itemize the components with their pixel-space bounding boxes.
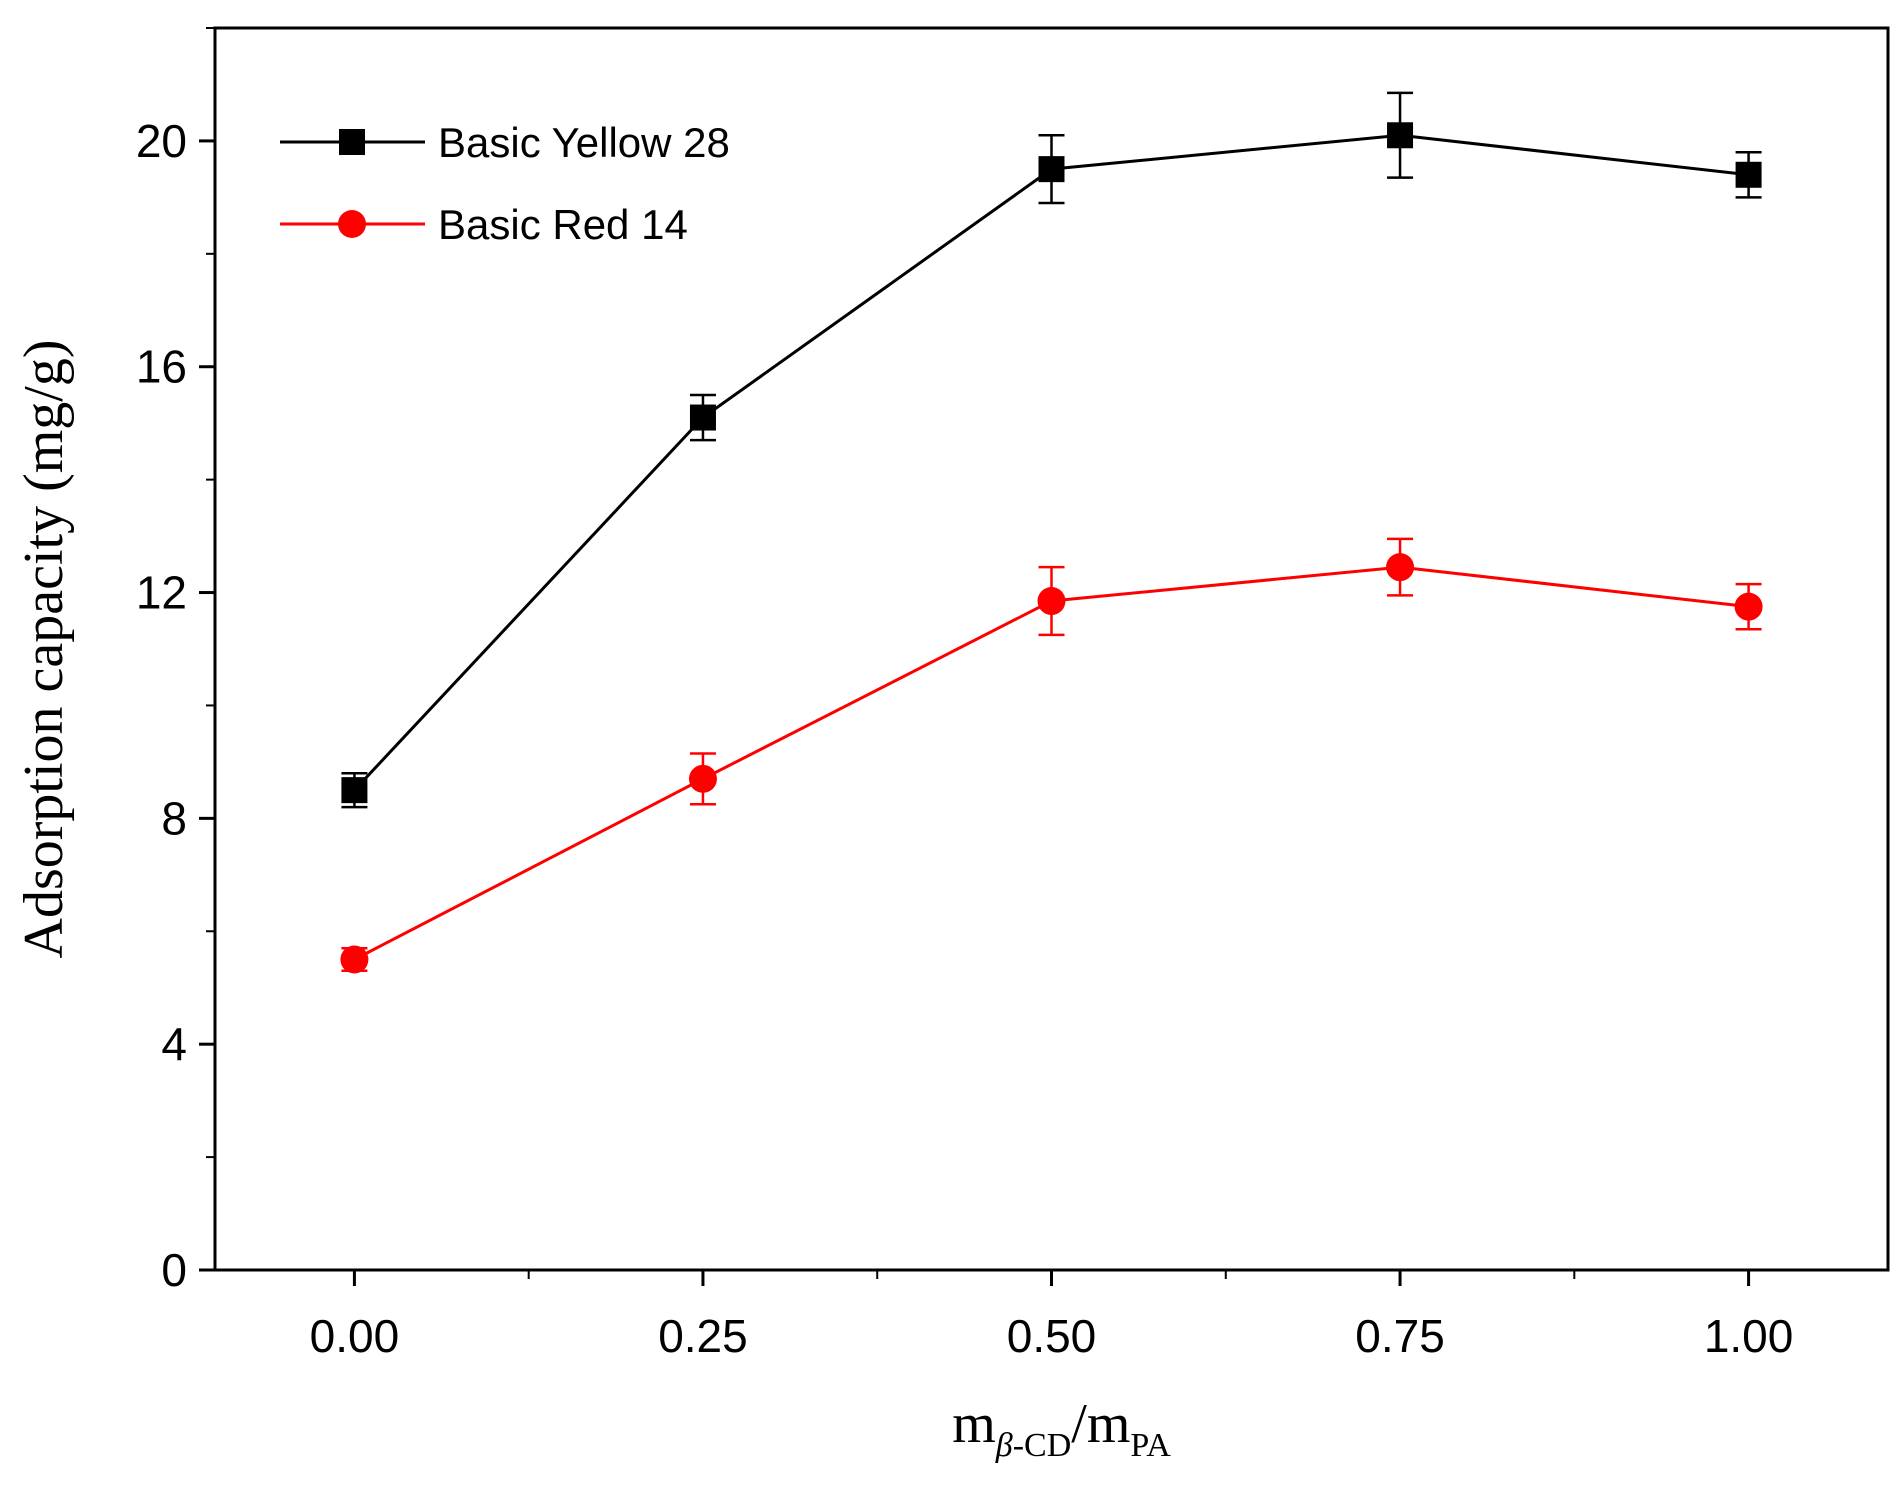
x-axis-title-slash: /m: [1071, 1393, 1130, 1455]
data-point: [341, 777, 368, 804]
x-tick-label: 0.25: [658, 1310, 748, 1362]
legend-label: Basic Yellow 28: [438, 119, 730, 166]
x-tick-label: 0.00: [310, 1310, 400, 1362]
data-point: [689, 404, 716, 431]
legend-marker: [338, 210, 366, 238]
data-point: [1735, 161, 1762, 188]
x-axis-title-sub1-italic: β: [995, 1427, 1013, 1464]
y-tick-label: 0: [161, 1244, 187, 1296]
legend-label: Basic Red 14: [438, 201, 688, 248]
y-axis-title: Adsorption capacity (mg/g): [13, 340, 75, 959]
x-tick-label: 0.75: [1355, 1310, 1445, 1362]
y-tick-label: 16: [136, 341, 187, 393]
data-point: [1038, 156, 1065, 183]
x-axis-title-main: m: [952, 1393, 996, 1455]
ticks-layer: 0 4 8 12 16 20 0.00 0.25 0.50 0.75 1.00: [136, 27, 1794, 1362]
x-tick-label: 1.00: [1704, 1310, 1794, 1362]
legend-marker: [339, 129, 365, 155]
x-tick-label: 0.50: [1007, 1310, 1097, 1362]
data-point: [1386, 553, 1415, 582]
series-layer: [340, 91, 1763, 974]
y-tick-label: 4: [161, 1018, 187, 1070]
series-basic-yellow-28: [341, 91, 1762, 809]
y-tick-label: 8: [161, 792, 187, 844]
data-point: [1734, 592, 1763, 621]
x-axis-title: mβ-CD/mPA: [952, 1393, 1171, 1464]
y-tick-label: 12: [136, 567, 187, 619]
data-point: [340, 945, 369, 974]
x-axis-title-sub2: PA: [1130, 1427, 1171, 1464]
legend: Basic Yellow 28 Basic Red 14: [280, 119, 730, 248]
data-point: [1387, 122, 1414, 149]
series-basic-red-14: [340, 537, 1763, 974]
data-point: [688, 764, 717, 793]
y-tick-label: 20: [136, 115, 187, 167]
x-axis-title-sub1-rest: -CD: [1013, 1427, 1072, 1464]
data-point: [1037, 587, 1066, 616]
